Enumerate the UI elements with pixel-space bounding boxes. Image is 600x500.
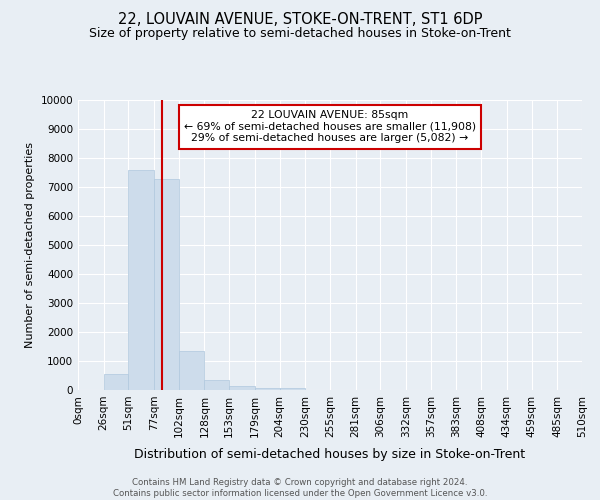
Bar bbox=[179, 351, 205, 390]
Bar bbox=[229, 386, 255, 390]
Bar bbox=[128, 170, 154, 390]
Bar bbox=[104, 374, 128, 390]
Bar bbox=[154, 179, 179, 390]
Y-axis label: Number of semi-detached properties: Number of semi-detached properties bbox=[25, 142, 35, 348]
X-axis label: Distribution of semi-detached houses by size in Stoke-on-Trent: Distribution of semi-detached houses by … bbox=[134, 448, 526, 461]
Text: 22, LOUVAIN AVENUE, STOKE-ON-TRENT, ST1 6DP: 22, LOUVAIN AVENUE, STOKE-ON-TRENT, ST1 … bbox=[118, 12, 482, 28]
Bar bbox=[205, 380, 229, 390]
Bar bbox=[280, 388, 305, 390]
Text: 22 LOUVAIN AVENUE: 85sqm
← 69% of semi-detached houses are smaller (11,908)
29% : 22 LOUVAIN AVENUE: 85sqm ← 69% of semi-d… bbox=[184, 110, 476, 144]
Text: Size of property relative to semi-detached houses in Stoke-on-Trent: Size of property relative to semi-detach… bbox=[89, 28, 511, 40]
Bar bbox=[255, 388, 280, 390]
Text: Contains HM Land Registry data © Crown copyright and database right 2024.
Contai: Contains HM Land Registry data © Crown c… bbox=[113, 478, 487, 498]
